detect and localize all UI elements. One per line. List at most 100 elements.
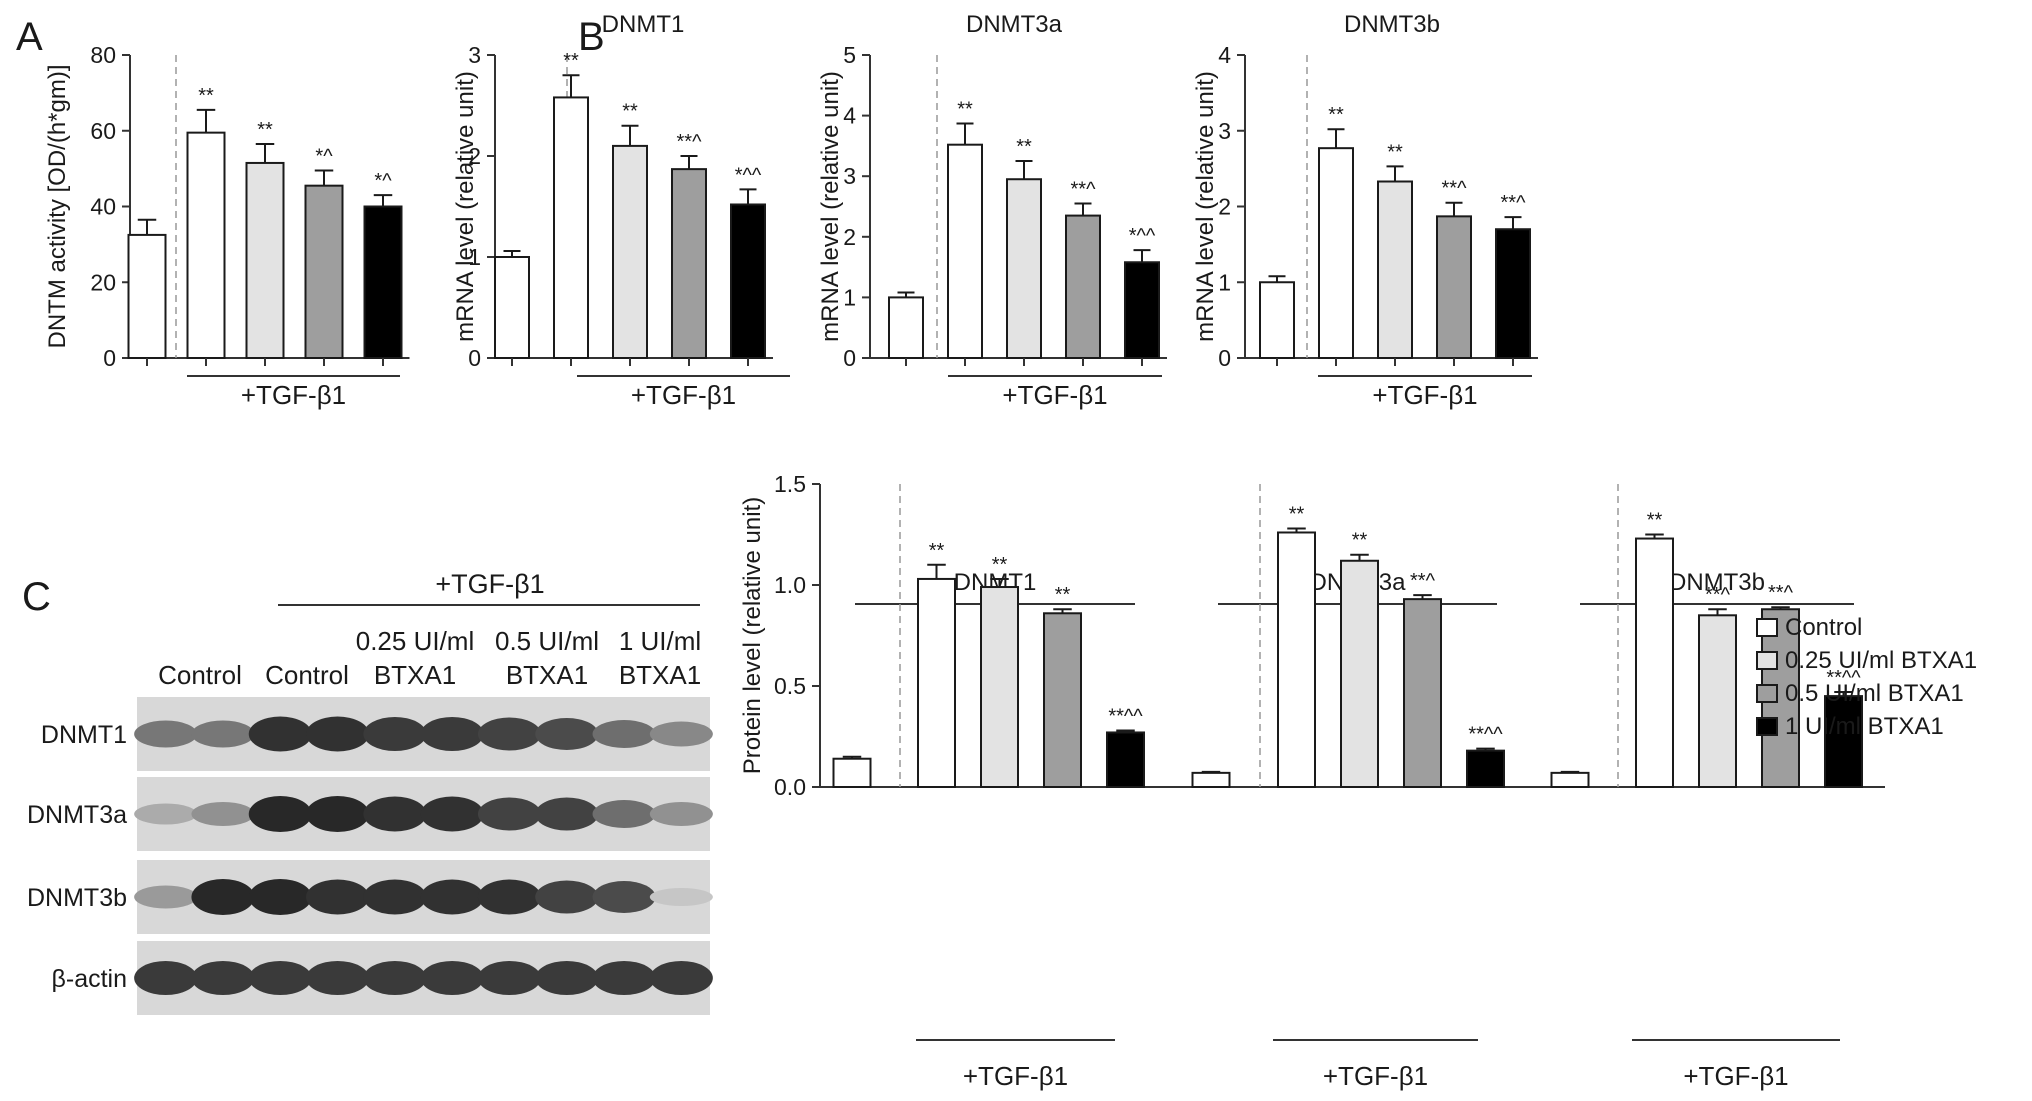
- chart-c-y-tick-label: 0.5: [774, 673, 806, 699]
- blot-band: [191, 802, 255, 826]
- chart-b1-significance: **: [563, 50, 579, 72]
- chart-c-dnmt3a-bar: [1277, 531, 1316, 788]
- blot-band: [420, 717, 484, 751]
- blot-band: [248, 879, 312, 915]
- chart-b3-bar: [1318, 147, 1354, 359]
- chart-c-y-axis-label: Protein level (relative unit): [739, 497, 766, 774]
- blot-band: [363, 961, 427, 995]
- chart-c-dnmt3b-significance: **^: [1705, 584, 1731, 606]
- chart-b2-bar: [947, 143, 983, 359]
- chart-b1-bar: [730, 203, 766, 359]
- chart-b1-bar: [671, 168, 707, 359]
- chart-b3-significance: **^: [1501, 192, 1527, 214]
- chart-b1-bar: [494, 256, 530, 359]
- chart-c-dnmt3b-bar: [1550, 771, 1590, 788]
- chart-a-y-tick-label: 0: [103, 345, 116, 371]
- chart-b3-y-tick-label: 1: [1218, 269, 1231, 295]
- chart-c-dnmt3b-significance: **^^: [1826, 667, 1861, 689]
- blot-band: [134, 885, 198, 909]
- chart-a-treatment-label: +TGF-β1: [241, 380, 346, 410]
- blot-band: [592, 961, 656, 995]
- chart-b3-y-axis-label: mRNA level (relative unit): [1192, 71, 1219, 342]
- blot-band: [592, 800, 656, 828]
- chart-c-dnmt1-significance: **: [992, 554, 1008, 576]
- chart-b3-bar: [1377, 180, 1413, 359]
- panel-label-c: C: [22, 575, 51, 619]
- blot-band: [248, 796, 312, 832]
- blot-band: [420, 796, 484, 832]
- chart-c-dnmt3b-significance: **: [1647, 510, 1663, 532]
- blot-band: [306, 716, 370, 752]
- chart-b3: DNMT3b 0 1 2 3 4 mRNA level (relative unit) ** *…: [1192, 11, 1538, 410]
- chart-b2-title: DNMT3a: [966, 11, 1063, 38]
- chart-b2-significance: **: [1016, 136, 1032, 158]
- chart-c-dnmt3a-significance: **^^: [1468, 724, 1503, 746]
- chart-a-significance: *^: [315, 146, 333, 168]
- chart-c: 0.0 0.5 1.0 1.5 Protein level (relative unit…: [739, 471, 1885, 1091]
- chart-b1-y-tick-label: 0: [468, 345, 481, 371]
- chart-c-y-tick-label: 1.0: [774, 572, 806, 598]
- chart-c-dnmt3b-bar: [1698, 614, 1737, 788]
- blot-band: [477, 717, 541, 751]
- blot-band: [535, 718, 599, 750]
- blot-band: [363, 796, 427, 832]
- chart-a-significance: **: [198, 85, 214, 107]
- blot-band: [535, 880, 599, 914]
- blot-band: [420, 879, 484, 915]
- blot-lane-header: Control: [158, 660, 242, 690]
- chart-c-dnmt3b-bar: [1824, 695, 1863, 788]
- blot-band: [191, 961, 255, 995]
- chart-c-dnmt3a-significance: **: [1289, 503, 1305, 525]
- chart-b2-bar: [1006, 178, 1042, 359]
- chart-a-significance: *^: [374, 170, 392, 192]
- legend-label: 1 UI/ml BTXA1: [1785, 713, 1944, 740]
- blot-band: [592, 881, 656, 913]
- chart-b1-significance: **^: [677, 131, 703, 153]
- chart-b1-treatment-label: +TGF-β1: [631, 380, 736, 410]
- chart-c-y-tick-label: 0.0: [774, 774, 806, 800]
- chart-b3-y-tick-label: 0: [1218, 345, 1231, 371]
- chart-c-dnmt1-bar: [980, 586, 1019, 789]
- chart-b2: DNMT3a 0 1 2 3 4 5 mRNA level (relative unit) **…: [817, 11, 1167, 410]
- blot-lane-header: 0.25 UI/ml: [356, 626, 475, 656]
- chart-a-bar: [127, 233, 167, 359]
- chart-b1-significance: **: [622, 101, 638, 123]
- chart-c-dnmt3a-significance: **: [1352, 530, 1368, 552]
- chart-a-bar: [363, 205, 403, 359]
- chart-c-dnmt1-bar: [1106, 731, 1145, 789]
- chart-b3-significance: **: [1387, 141, 1403, 163]
- chart-b2-significance: *^^: [1129, 225, 1156, 247]
- blot-band: [649, 802, 713, 826]
- panel-label-a: A: [16, 15, 43, 59]
- blot-lane-header: BTXA1: [506, 660, 588, 690]
- chart-b3-significance: **^: [1442, 178, 1468, 200]
- chart-b3-title: DNMT3b: [1344, 11, 1440, 38]
- panel-label-b: B: [578, 15, 605, 59]
- chart-c-dnmt1-bar: [832, 757, 872, 788]
- chart-b2-bar: [1124, 261, 1160, 360]
- chart-c-y-tick-label: 1.5: [774, 471, 806, 497]
- blot-row: DNMT1: [41, 697, 713, 771]
- legend-label: 0.25 UI/ml BTXA1: [1785, 647, 1977, 674]
- blot-lane-header: BTXA1: [374, 660, 456, 690]
- chart-a-bar: [304, 184, 344, 359]
- blot-band: [248, 961, 312, 995]
- blot-band: [649, 888, 713, 906]
- chart-b3-y-tick-label: 3: [1218, 118, 1231, 144]
- chart-a-y-tick-label: 80: [90, 42, 116, 68]
- chart-a-y-tick-label: 40: [90, 194, 116, 220]
- blot-row-label: DNMT3b: [27, 884, 127, 912]
- chart-b2-bar: [888, 296, 924, 359]
- chart-b3-y-tick-label: 2: [1218, 194, 1231, 220]
- chart-a-bar: [186, 131, 226, 359]
- chart-c-dnmt1-significance: **: [1055, 584, 1071, 606]
- chart-b3-bar: [1436, 215, 1472, 359]
- blot-band: [191, 879, 255, 915]
- chart-b1-bar: [553, 96, 589, 359]
- legend: Control 0.25 UI/ml BTXA1 0.5 UI/ml BTXA1 1 …: [1756, 614, 1977, 740]
- blot-lane-header: 0.5 UI/ml: [495, 626, 599, 656]
- chart-b1-title: DNMT1: [602, 11, 685, 38]
